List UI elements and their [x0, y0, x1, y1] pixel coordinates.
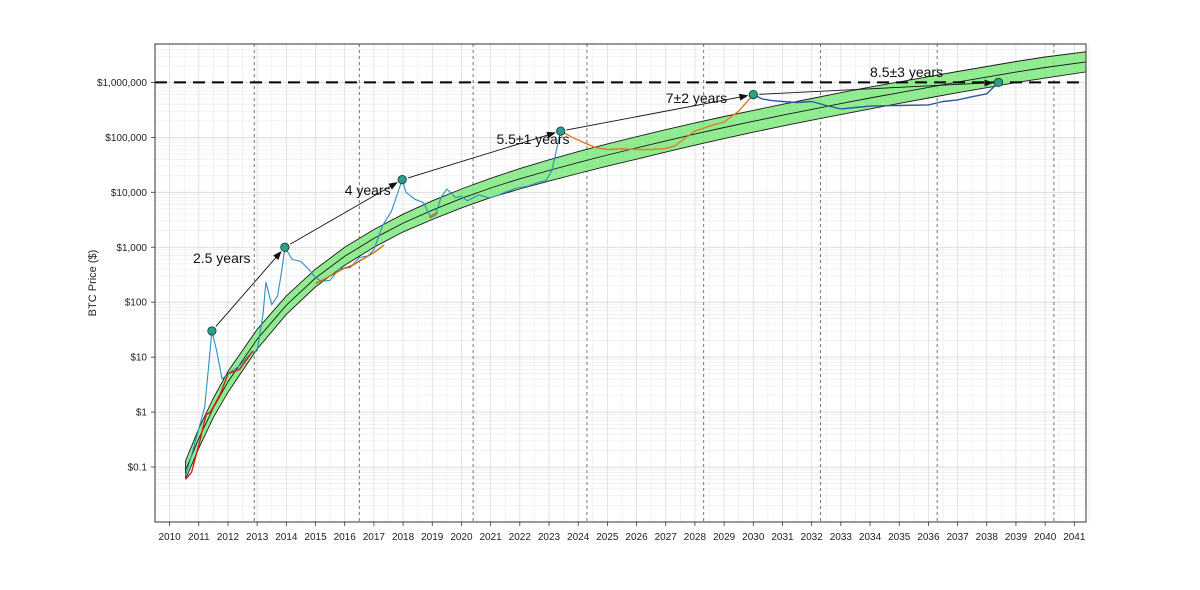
x-tick-label: 2041 — [1063, 532, 1086, 543]
x-tick-label: 2013 — [246, 532, 269, 543]
price-series — [185, 81, 999, 480]
x-tick-label: 2017 — [363, 532, 386, 543]
x-tick-label: 2023 — [538, 532, 561, 543]
x-tick-label: 2015 — [304, 532, 327, 543]
peak-marker — [280, 242, 290, 252]
cycle-arrow — [289, 182, 398, 245]
cycle-arrow — [566, 93, 749, 131]
series-line-1 — [185, 350, 254, 480]
x-tick-label: 2037 — [946, 532, 969, 543]
peak-marker — [556, 126, 566, 136]
peak-marker — [993, 77, 1004, 88]
x-tick-label: 2012 — [217, 532, 240, 543]
x-tick-label: 2040 — [1034, 532, 1057, 543]
x-tick-label: 2014 — [275, 532, 298, 543]
major-gridlines — [155, 44, 1086, 522]
x-tick-label: 2031 — [771, 532, 794, 543]
cycle-annotations: 2.5 years 4 years 5.5±1 years 7±2 years 8.5±… — [193, 64, 943, 266]
peak-markers — [207, 77, 1004, 336]
cycle-label: 5.5±1 years — [496, 131, 569, 147]
cycle-arrow — [759, 79, 994, 95]
cycle-arrow — [407, 131, 556, 179]
peak-marker — [207, 326, 217, 336]
cycle-label: 2.5 years — [193, 250, 251, 266]
y-axis-ticks: $0.1 $1 $10 $100 $1,000 $10,000 $100,000 $1,000… — [97, 78, 155, 474]
x-tick-label: 2019 — [421, 532, 444, 543]
y-tick-label: $100,000 — [105, 133, 147, 144]
x-tick-label: 2038 — [976, 532, 999, 543]
x-tick-label: 2024 — [567, 532, 590, 543]
x-tick-label: 2032 — [801, 532, 824, 543]
x-tick-label: 2039 — [1005, 532, 1028, 543]
y-tick-label: $100 — [125, 298, 148, 309]
series-line-0 — [185, 130, 562, 476]
x-tick-label: 2011 — [188, 532, 210, 543]
x-axis-ticks: 2010 2011 2012 2013 2014 2015 2016 2017 2018 2019… — [158, 522, 1086, 543]
y-tick-label: $1,000,000 — [97, 78, 147, 89]
x-tick-label: 2025 — [596, 532, 619, 543]
y-axis-label: BTC Price ($) — [87, 250, 99, 317]
x-tick-label: 2022 — [509, 532, 532, 543]
peak-marker — [748, 89, 758, 100]
x-tick-label: 2029 — [713, 532, 736, 543]
cycle-arrow — [215, 251, 282, 327]
plot-frame — [154, 43, 1087, 523]
x-tick-label: 2027 — [655, 532, 678, 543]
x-tick-label: 2030 — [742, 532, 765, 543]
y-tick-label: $1 — [136, 408, 148, 419]
cycle-label: 4 years — [345, 182, 391, 198]
x-tick-label: 2021 — [480, 532, 503, 543]
y-tick-label: $0.1 — [128, 463, 148, 474]
band-area — [185, 51, 1087, 480]
minor-gridlines — [155, 44, 1090, 522]
x-tick-label: 2033 — [830, 532, 853, 543]
series-line-4 — [560, 94, 754, 151]
x-tick-label: 2036 — [917, 532, 940, 543]
cycle-label: 7±2 years — [666, 90, 727, 106]
y-tick-label: $1,000 — [116, 243, 147, 254]
band-center-line — [185, 61, 1087, 471]
series-line-2 — [315, 244, 385, 285]
x-tick-label: 2016 — [334, 532, 357, 543]
x-tick-label: 2034 — [859, 532, 882, 543]
peak-marker — [397, 175, 407, 185]
cycle-arrows — [215, 79, 994, 327]
x-tick-label: 2010 — [158, 532, 181, 543]
x-tick-label: 2028 — [684, 532, 707, 543]
y-tick-label: $10,000 — [111, 188, 148, 199]
series-line-3 — [428, 212, 439, 218]
x-tick-label: 2020 — [450, 532, 473, 543]
power-law-band — [185, 51, 1087, 480]
cycle-label: 8.5±3 years — [870, 64, 943, 80]
series-line-5 — [752, 81, 999, 110]
x-tick-label: 2018 — [392, 532, 415, 543]
y-tick-label: $10 — [130, 353, 147, 364]
x-tick-label: 2035 — [888, 532, 911, 543]
x-tick-label: 2026 — [625, 532, 648, 543]
